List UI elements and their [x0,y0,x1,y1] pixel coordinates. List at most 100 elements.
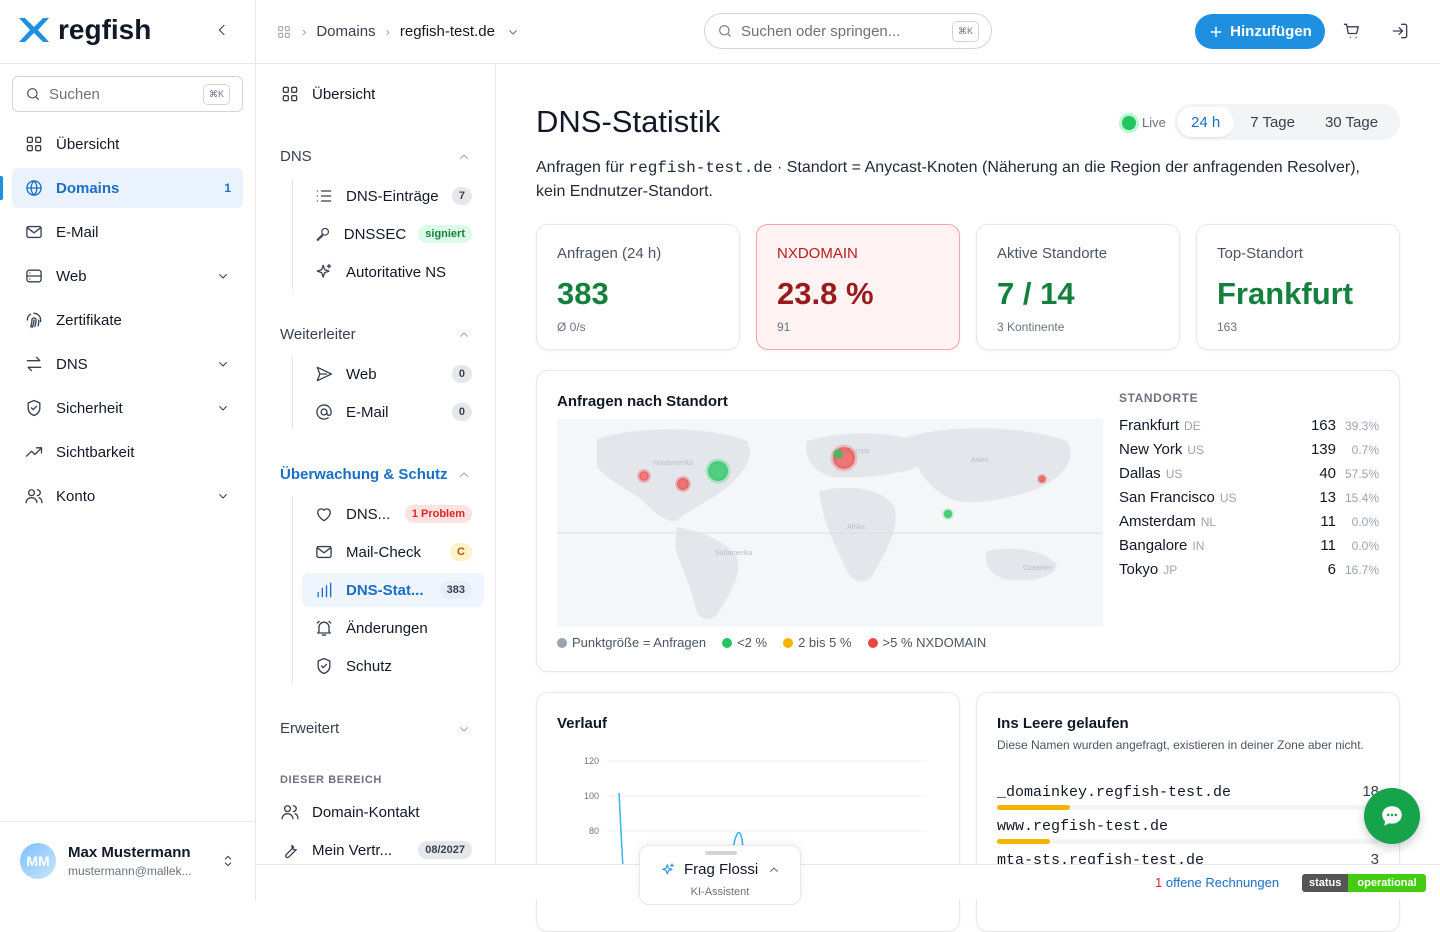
location-count: 11 [1320,537,1336,554]
nav-item-visibility[interactable]: Sichtbarkeit [12,432,243,472]
add-button[interactable]: Hinzufügen [1195,14,1325,49]
subnav-dns-statistics[interactable]: DNS-Stat... 383 [302,573,484,607]
location-row[interactable]: Tokyo JP 6 16.7% [1119,561,1379,578]
drag-handle[interactable] [705,851,737,855]
location-row[interactable]: Amsterdam NL 11 0.0% [1119,513,1379,530]
subnav-label: Autoritative NS [346,263,447,281]
subnav-web-forward[interactable]: Web 0 [302,357,484,391]
section-dns-toggle[interactable]: DNS [280,148,472,165]
wrench-icon [285,844,297,859]
kpi-label: NXDOMAIN [777,245,858,262]
breadcrumb-current-domain[interactable]: regfish-test.de [399,23,495,40]
sparkles-icon [316,263,332,278]
subnav-authoritative-ns[interactable]: Autoritative NS [302,255,484,289]
nx-name-row[interactable]: _domainkey.regfish-test.de 18 [997,783,1379,810]
chevron-left-icon [218,24,225,36]
subnav-domain-contact[interactable]: Domain-Kontakt [280,802,472,822]
location-row[interactable]: Frankfurt DE 163 39.3% [1119,417,1379,434]
location-city: Tokyo [1119,561,1159,578]
subnav-contract[interactable]: Mein Vertr... 08/2027 [280,840,472,860]
nav-item-dns[interactable]: DNS [12,344,243,384]
sidebar-search-input[interactable]: Suchen ⌘K [12,76,243,112]
subnav-label: Web [346,365,377,383]
subnav-changes[interactable]: Änderungen [302,611,484,645]
nav-label: DNS [56,355,88,373]
search-icon [719,25,731,37]
area-label: DIESER BEREICH [280,774,382,786]
heart-icon [317,508,331,522]
brand-name: regfish [58,14,152,45]
subnav-overview[interactable]: Übersicht [280,84,472,104]
chevron-down-icon[interactable] [505,24,521,40]
nx-name-row[interactable]: www.regfish-test.de 1 [997,817,1379,844]
nav-label: Sichtbarkeit [56,443,135,461]
location-row[interactable]: Bangalore IN 11 0.0% [1119,537,1379,554]
subnav-dns-records[interactable]: DNS-Einträge 7 [302,179,484,213]
location-row[interactable]: Dallas US 40 57.5% [1119,465,1379,482]
section-advanced-toggle[interactable]: Erweitert [280,720,472,737]
range-24h[interactable]: 24 h [1177,107,1235,137]
desc-suffix: · Standort = Anycast-Knoten (Näherung an… [536,159,1360,200]
location-nx-pct: 0.0% [1351,515,1379,529]
chevron-down-icon [219,494,227,499]
section-title: Erweitert [280,720,340,737]
nx-share-bar [997,839,1379,844]
location-row[interactable]: New York US 139 0.7% [1119,441,1379,458]
chevron-up-icon [460,153,468,159]
collapse-sidebar-button[interactable] [214,22,230,38]
open-invoices-link[interactable]: 1 offene Rechnungen [1155,875,1279,890]
subnav-dns-monitoring[interactable]: DNS... 1 Problem [302,497,484,531]
status-badge[interactable]: status operational [1302,874,1426,892]
nav-item-email[interactable]: E-Mail [12,212,243,252]
expiry-badge: 08/2027 [418,841,472,859]
bell-icon [316,620,332,636]
y-tick-label: 100 [584,791,599,801]
section-title: Weiterleiter [280,326,356,343]
chevron-down-icon [219,362,227,367]
location-map-card: Anfragen nach Standort Nordamerika Europ… [536,370,1400,672]
nav-item-account[interactable]: Konto [12,476,243,516]
subnav-dnssec[interactable]: DNSSEC signiert [302,217,484,251]
breadcrumb-domains[interactable]: Domains [316,23,376,40]
location-row[interactable]: San Francisco US 13 15.4% [1119,489,1379,506]
y-tick-label: 80 [589,826,599,836]
user-email: mustermann@mallek... [68,864,192,878]
subnav-email-forward[interactable]: E-Mail 0 [302,395,484,429]
chevron-down-icon [219,274,227,279]
subnav-protection[interactable]: Schutz [302,649,484,683]
nx-share-fill [997,839,1051,844]
nav-item-overview[interactable]: Übersicht [12,124,243,164]
global-search-input[interactable]: Suchen oder springen... ⌘K [704,13,992,49]
location-city: Amsterdam [1119,513,1196,530]
kpi-nxdomain: NXDOMAIN 23.8 % 91 [756,224,960,350]
logout-button[interactable] [1390,21,1410,41]
subnav-label: Schutz [346,657,392,675]
plus-icon [1210,26,1222,37]
ai-assistant-panel[interactable]: Frag Flossi KI-Assistent [639,845,801,905]
subnav-mail-check[interactable]: Mail-Check C [302,535,484,569]
range-30d[interactable]: 30 Tage [1324,113,1379,131]
nav-item-domains[interactable]: Domains 1 [12,168,243,208]
location-marker-dallas [675,476,691,492]
chevron-up-icon [460,471,468,477]
chat-button[interactable] [1364,788,1420,844]
nav-item-security[interactable]: Sicherheit [12,388,243,428]
logo[interactable]: regfish [16,14,151,46]
shortcut-hint: ⌘K [951,20,979,42]
kpi-sub: 163 [1217,320,1238,334]
section-monitor-toggle[interactable]: Überwachung & Schutz [280,466,472,483]
domains-count: 1 [224,181,231,195]
grid-icon[interactable] [276,24,292,40]
cart-button[interactable] [1342,21,1362,41]
section-title: DNS [280,148,312,165]
section-forward-toggle[interactable]: Weiterleiter [280,326,472,343]
world-map: Nordamerika Europa Asien Afrika Südameri… [557,419,1103,627]
location-nx-pct: 57.5% [1344,467,1379,481]
nav-item-certificates[interactable]: Zertifikate [12,300,243,340]
range-7d[interactable]: 7 Tage [1250,113,1295,131]
nav-label: Domains [56,179,120,197]
page-title: DNS-Statistik [536,104,721,139]
user-menu[interactable]: MM Max Mustermann mustermann@mallek... [0,821,256,900]
nav-item-web[interactable]: Web [12,256,243,296]
grid-icon [26,136,42,152]
